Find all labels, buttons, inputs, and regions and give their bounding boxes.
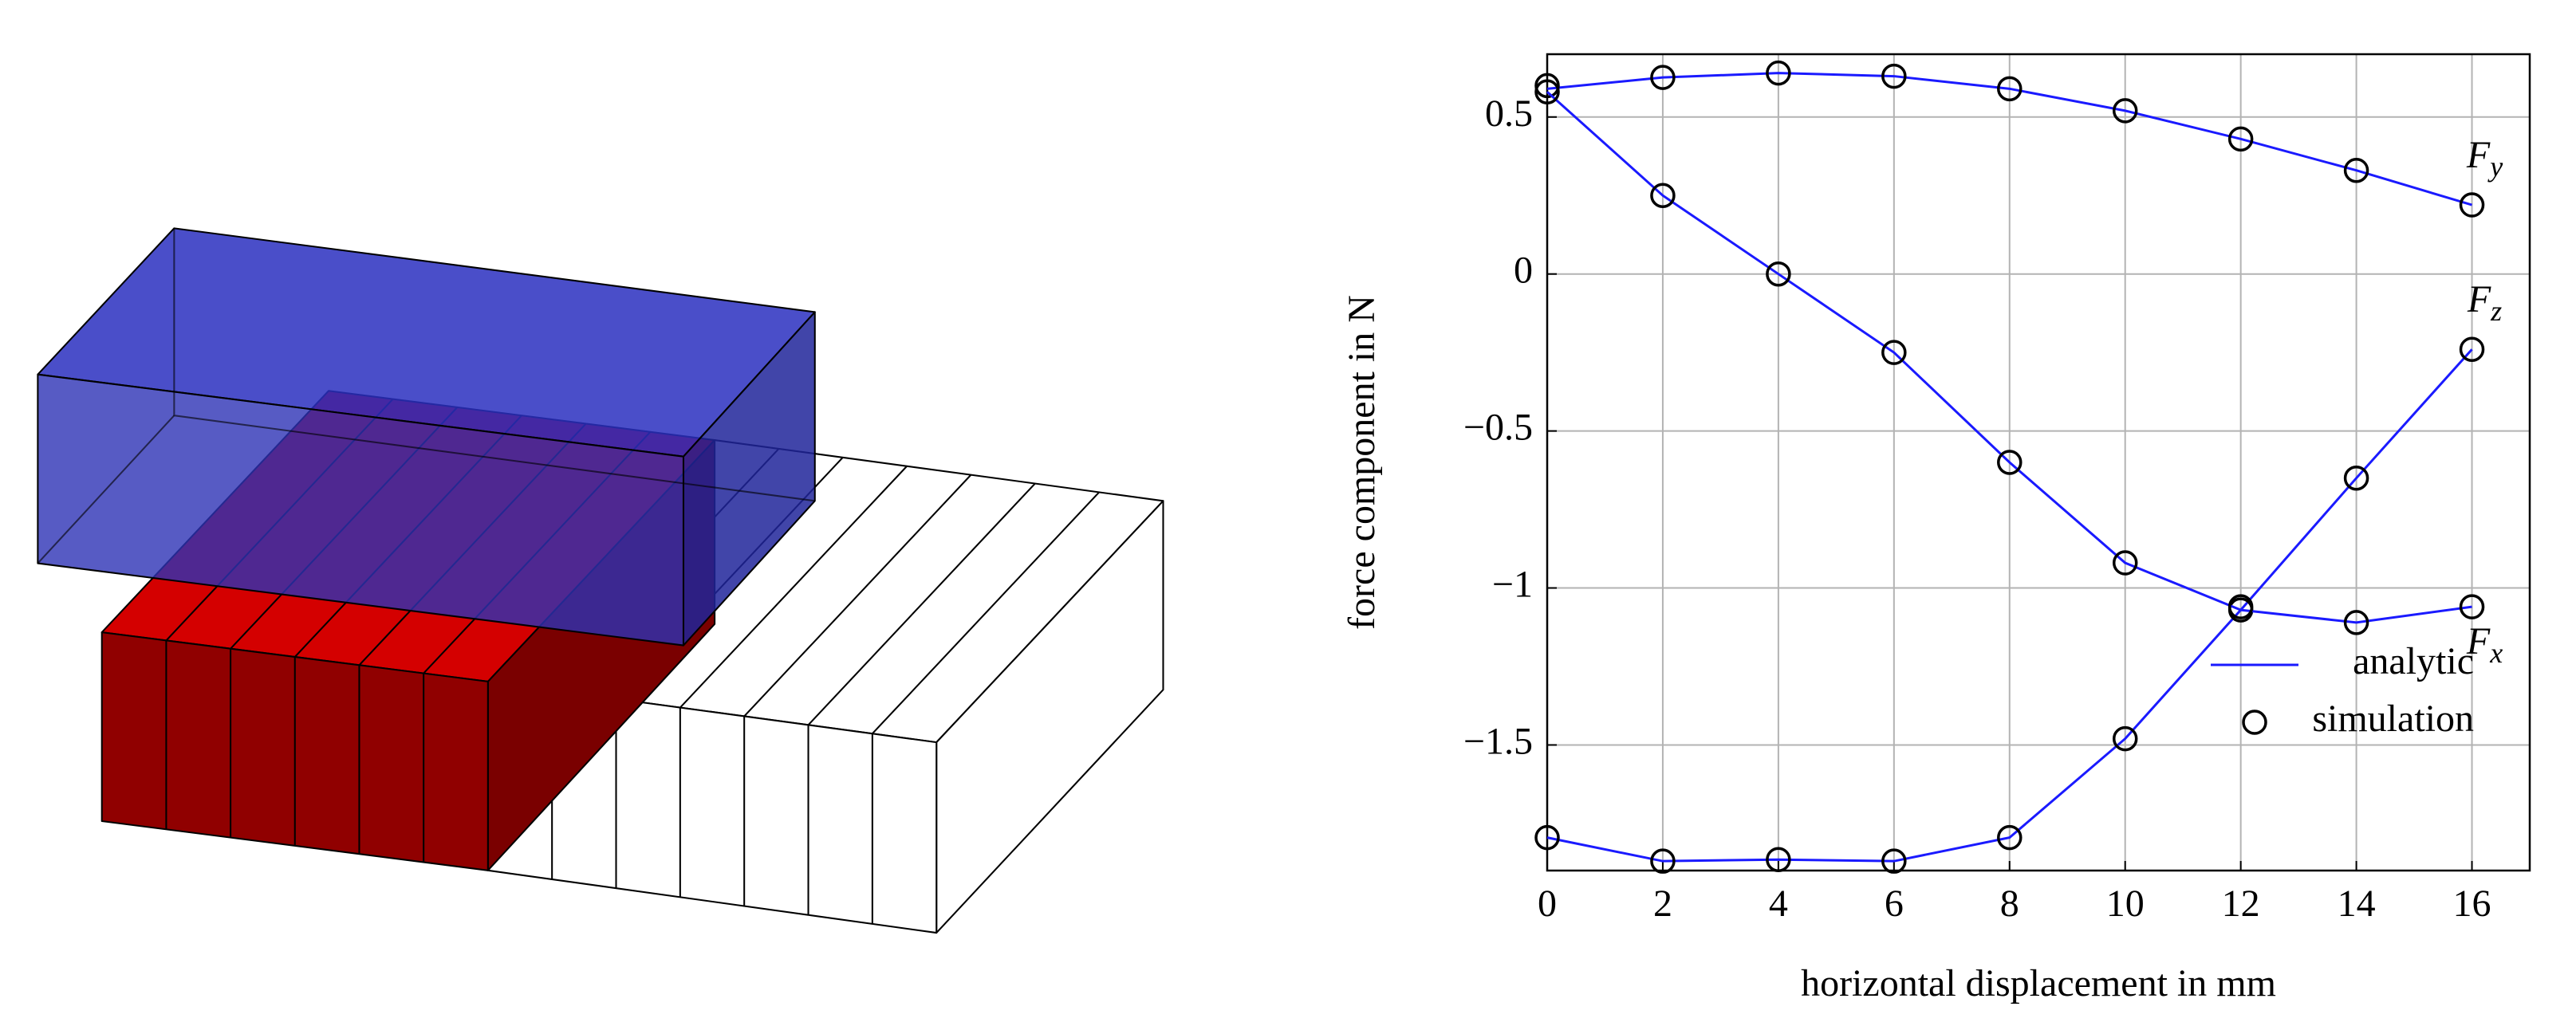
analytic-line <box>1546 72 2472 206</box>
series-label-main: F <box>2467 278 2491 320</box>
simulation-marker <box>1881 63 1907 89</box>
simulation-marker <box>2459 336 2485 362</box>
simulation-marker <box>1534 73 1560 99</box>
simulation-marker <box>1650 848 1676 874</box>
3d-diagram <box>37 227 1164 934</box>
wire-line <box>807 482 1036 726</box>
simulation-marker <box>1534 824 1560 851</box>
wire-line <box>679 466 908 709</box>
analytic-line <box>1546 348 2473 863</box>
legend-label: analytic <box>2353 640 2474 682</box>
simulation-marker <box>1881 340 1907 365</box>
y-tick-label: −0.5 <box>1463 407 1533 449</box>
series-label-sub: y <box>2487 151 2503 183</box>
series-label-sub: x <box>2489 637 2503 669</box>
simulation-marker <box>1766 60 1791 86</box>
x-tick-label: 4 <box>1769 883 1788 925</box>
simulation-marker <box>1766 847 1791 872</box>
series-label-sub: z <box>2490 295 2502 327</box>
x-tick-label: 16 <box>2453 883 2491 925</box>
simulation-marker <box>2112 98 2138 124</box>
x-tick-label: 8 <box>2000 883 2019 925</box>
simulation-marker <box>2112 725 2138 752</box>
y-axis-label: force component in N <box>1341 295 1383 630</box>
simulation-marker <box>2227 594 2254 619</box>
blue-hidden-edge <box>37 415 175 564</box>
legend-marker <box>2242 710 2267 735</box>
x-tick-label: 2 <box>1653 883 1672 925</box>
simulation-marker <box>1997 76 2023 102</box>
x-tick-label: 6 <box>1885 883 1904 925</box>
y-tick-label: 0 <box>1514 250 1533 292</box>
simulation-marker <box>1997 824 2023 851</box>
simulation-marker <box>1534 79 1560 105</box>
simulation-marker <box>2459 192 2485 218</box>
series-label: Fz <box>2467 278 2502 327</box>
y-tick-label: −1.5 <box>1463 720 1533 762</box>
series-label-main: F <box>2466 620 2491 662</box>
x-tick-label: 14 <box>2338 883 2376 925</box>
x-tick-label: 0 <box>1538 883 1557 925</box>
series-label: Fx <box>2466 620 2503 669</box>
y-tick-label: 0.5 <box>1485 92 1533 135</box>
blue-front <box>37 373 684 647</box>
series-label-main: F <box>2466 134 2491 176</box>
simulation-marker <box>1766 261 1791 287</box>
series-label: Fy <box>2466 134 2503 183</box>
analytic-line <box>1546 91 2472 624</box>
simulation-marker <box>2459 594 2485 619</box>
x-tick-label: 12 <box>2222 883 2260 925</box>
x-tick-label: 10 <box>2106 883 2145 925</box>
y-tick-label: −1 <box>1492 564 1533 606</box>
simulation-marker <box>2343 610 2369 635</box>
simulation-marker <box>2343 465 2369 491</box>
simulation-marker <box>2112 550 2138 576</box>
legend-label: simulation <box>2312 698 2474 740</box>
simulation-marker <box>1881 848 1907 874</box>
plot-frame <box>1546 53 2531 872</box>
simulation-marker <box>2227 126 2254 152</box>
wire-line <box>743 474 972 717</box>
simulation-marker <box>2343 157 2369 183</box>
simulation-marker <box>1650 183 1676 208</box>
simulation-marker <box>1650 65 1676 90</box>
x-axis-label: horizontal displacement in mm <box>1801 962 2276 1004</box>
wire-line <box>872 491 1100 734</box>
chart: 0 2 4 6 8 10 12 14 16−1.5−1−0.500.5FyFzFxanalyti… <box>1463 53 2531 925</box>
simulation-marker <box>1997 450 2023 475</box>
